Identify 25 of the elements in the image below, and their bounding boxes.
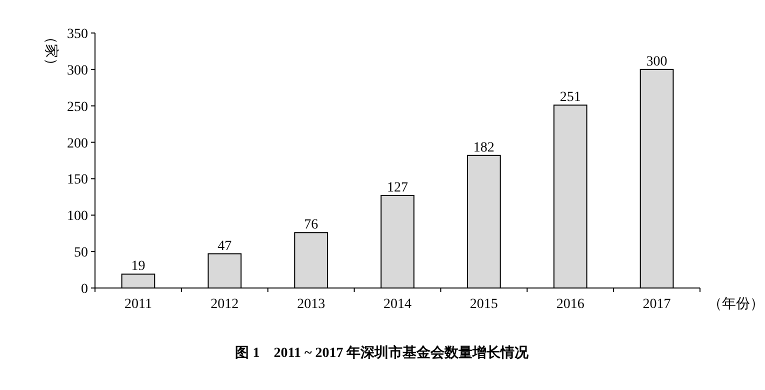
y-tick-label: 250 [67,100,88,115]
y-tick-label: 50 [74,246,88,261]
x-tick-label: 2015 [470,297,498,312]
data-label: 127 [387,180,408,196]
y-axis-title: （家） [43,30,59,72]
x-tick-label: 2012 [210,297,239,312]
y-tick-label: 300 [67,63,88,78]
data-label: 251 [560,90,581,106]
x-tick-label: 2017 [642,297,671,312]
x-tick-label: 2011 [124,297,152,312]
data-label: 47 [218,238,232,254]
data-label: 300 [646,54,668,70]
data-label: 76 [304,218,318,233]
y-tick-label: 350 [67,27,88,42]
y-tick-label: 0 [81,282,88,297]
y-tick-label: 100 [67,209,88,224]
text: 图 1 2011 ~ 2017 年深圳市基金会数量增长情况 [235,344,530,361]
x-tick-label: 2014 [384,297,412,312]
x-tick-label: 2016 [556,297,584,312]
x-axis-title: （年份） [708,296,764,312]
data-label: 19 [131,259,146,274]
x-tick-label: 2013 [297,297,326,312]
data-label: 182 [473,140,494,156]
y-tick-label: 150 [67,172,88,188]
y-tick-label: 200 [67,136,88,152]
